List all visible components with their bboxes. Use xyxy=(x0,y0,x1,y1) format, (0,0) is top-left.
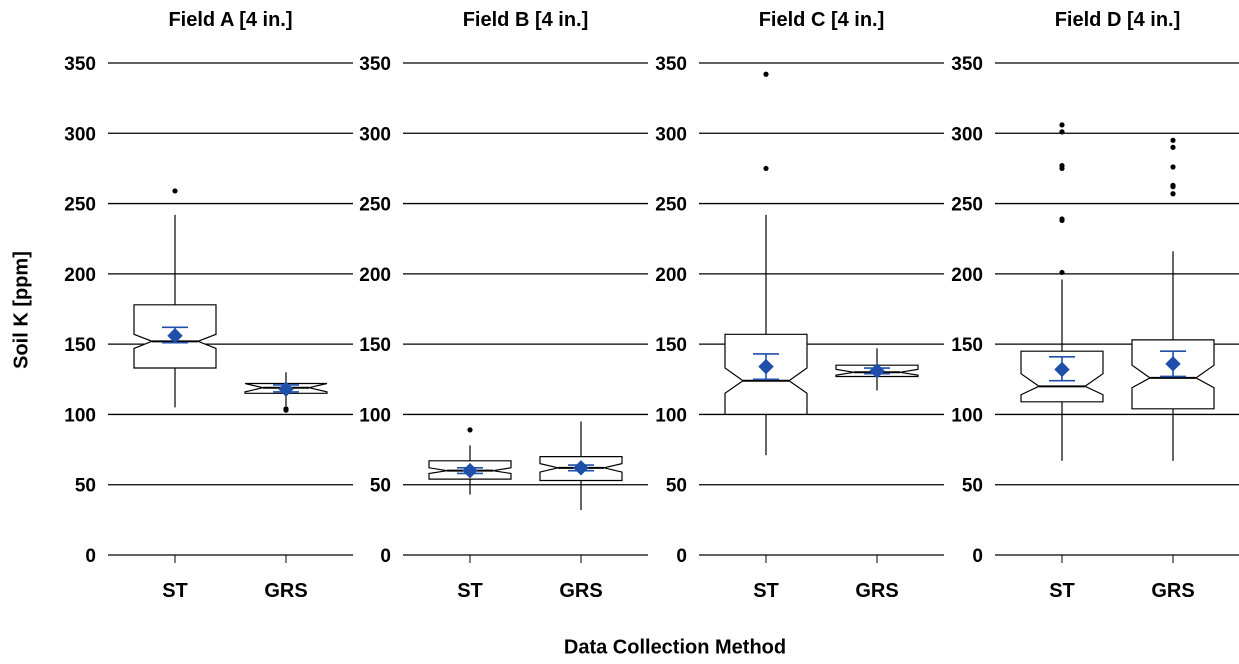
outlier-point xyxy=(1059,122,1065,128)
y-tick-label: 200 xyxy=(951,265,983,286)
y-tick-label: 200 xyxy=(64,265,96,286)
box-st: ST xyxy=(428,427,512,602)
y-tick-label: 100 xyxy=(359,405,391,426)
y-tick-label: 150 xyxy=(951,335,983,356)
panel-1: Field A [4 in.] 0 50 100 150 200 250 300 350 ST GR… xyxy=(64,9,353,602)
y-tick-label: 300 xyxy=(951,124,983,145)
x-category-label: ST xyxy=(1049,580,1075,602)
mean-marker xyxy=(1165,356,1181,372)
y-tick-label: 50 xyxy=(962,476,983,497)
y-tick-label: 200 xyxy=(655,265,687,286)
y-tick-label: 100 xyxy=(655,405,687,426)
outlier-point xyxy=(172,188,178,194)
y-tick-label: 50 xyxy=(370,476,391,497)
y-tick-label: 0 xyxy=(676,546,687,567)
y-tick-label: 300 xyxy=(655,124,687,145)
mean-marker xyxy=(869,363,885,379)
panel-title: Field A [4 in.] xyxy=(168,9,292,31)
box-grs: GRS xyxy=(1131,137,1215,602)
x-category-label: GRS xyxy=(559,580,602,602)
y-tick-label: 350 xyxy=(655,54,687,75)
box-st: ST xyxy=(133,188,217,602)
y-tick-label: 0 xyxy=(972,546,983,567)
box-st: ST xyxy=(724,71,808,602)
x-category-label: GRS xyxy=(1151,580,1194,602)
mean-marker xyxy=(462,462,478,479)
x-axis-label: Data Collection Method xyxy=(563,636,787,659)
y-tick-label: 300 xyxy=(64,124,96,145)
outlier-point xyxy=(1059,129,1065,135)
outlier-point xyxy=(1170,144,1176,150)
y-tick-label: 150 xyxy=(64,335,96,356)
box-grs: GRS xyxy=(835,348,919,602)
outlier-point xyxy=(1170,137,1176,143)
y-tick-label: 150 xyxy=(359,335,391,356)
y-axis-label: Soil K [ppm] xyxy=(10,251,33,369)
y-tick-label: 250 xyxy=(655,195,687,216)
y-tick-label: 250 xyxy=(951,195,983,216)
mean-marker xyxy=(167,328,183,344)
mean-marker xyxy=(1054,361,1070,378)
x-category-label: GRS xyxy=(264,580,307,602)
x-category-label: ST xyxy=(753,580,779,602)
panel-4: Field D [4 in.] 0 50 100 150 200 250 300 350 ST GR… xyxy=(951,9,1239,602)
y-tick-label: 0 xyxy=(85,546,96,567)
mean-marker xyxy=(758,358,774,375)
outlier-point xyxy=(763,165,769,172)
x-category-label: GRS xyxy=(855,580,898,602)
outlier-point xyxy=(1170,164,1176,170)
panel-2: Field B [4 in.] 0 50 100 150 200 250 300 350 ST GR… xyxy=(359,9,648,602)
mean-marker xyxy=(573,460,589,476)
panel-title: Field D [4 in.] xyxy=(1055,9,1181,31)
mean-marker xyxy=(278,381,294,397)
panel-title: Field C [4 in.] xyxy=(759,9,885,31)
outlier-point xyxy=(283,406,289,412)
y-tick-label: 250 xyxy=(359,195,391,216)
box-grs: GRS xyxy=(539,421,623,602)
box-st: ST xyxy=(1020,122,1104,602)
outlier-point xyxy=(1059,269,1065,276)
y-tick-label: 50 xyxy=(75,476,96,497)
outlier-point xyxy=(467,427,473,433)
y-tick-label: 200 xyxy=(359,265,391,286)
y-tick-label: 0 xyxy=(380,546,391,567)
y-tick-label: 350 xyxy=(359,54,391,75)
y-tick-label: 150 xyxy=(655,335,687,356)
outlier-point xyxy=(1059,163,1065,169)
y-tick-label: 350 xyxy=(64,54,96,75)
outlier-point xyxy=(1059,216,1065,222)
y-tick-label: 50 xyxy=(666,476,687,497)
outlier-point xyxy=(1170,191,1176,197)
box-grs: GRS xyxy=(244,372,328,602)
x-category-label: ST xyxy=(162,580,188,602)
y-tick-label: 350 xyxy=(951,54,983,75)
outlier-point xyxy=(763,71,769,77)
y-tick-label: 100 xyxy=(64,405,96,426)
outlier-point xyxy=(1170,182,1176,188)
y-tick-label: 300 xyxy=(359,124,391,145)
y-tick-label: 100 xyxy=(951,405,983,426)
panel-title: Field B [4 in.] xyxy=(463,9,589,31)
x-category-label: ST xyxy=(457,580,483,602)
panel-3: Field C [4 in.] 0 50 100 150 200 250 300 350 ST GR… xyxy=(655,9,944,602)
y-tick-label: 250 xyxy=(64,195,96,216)
